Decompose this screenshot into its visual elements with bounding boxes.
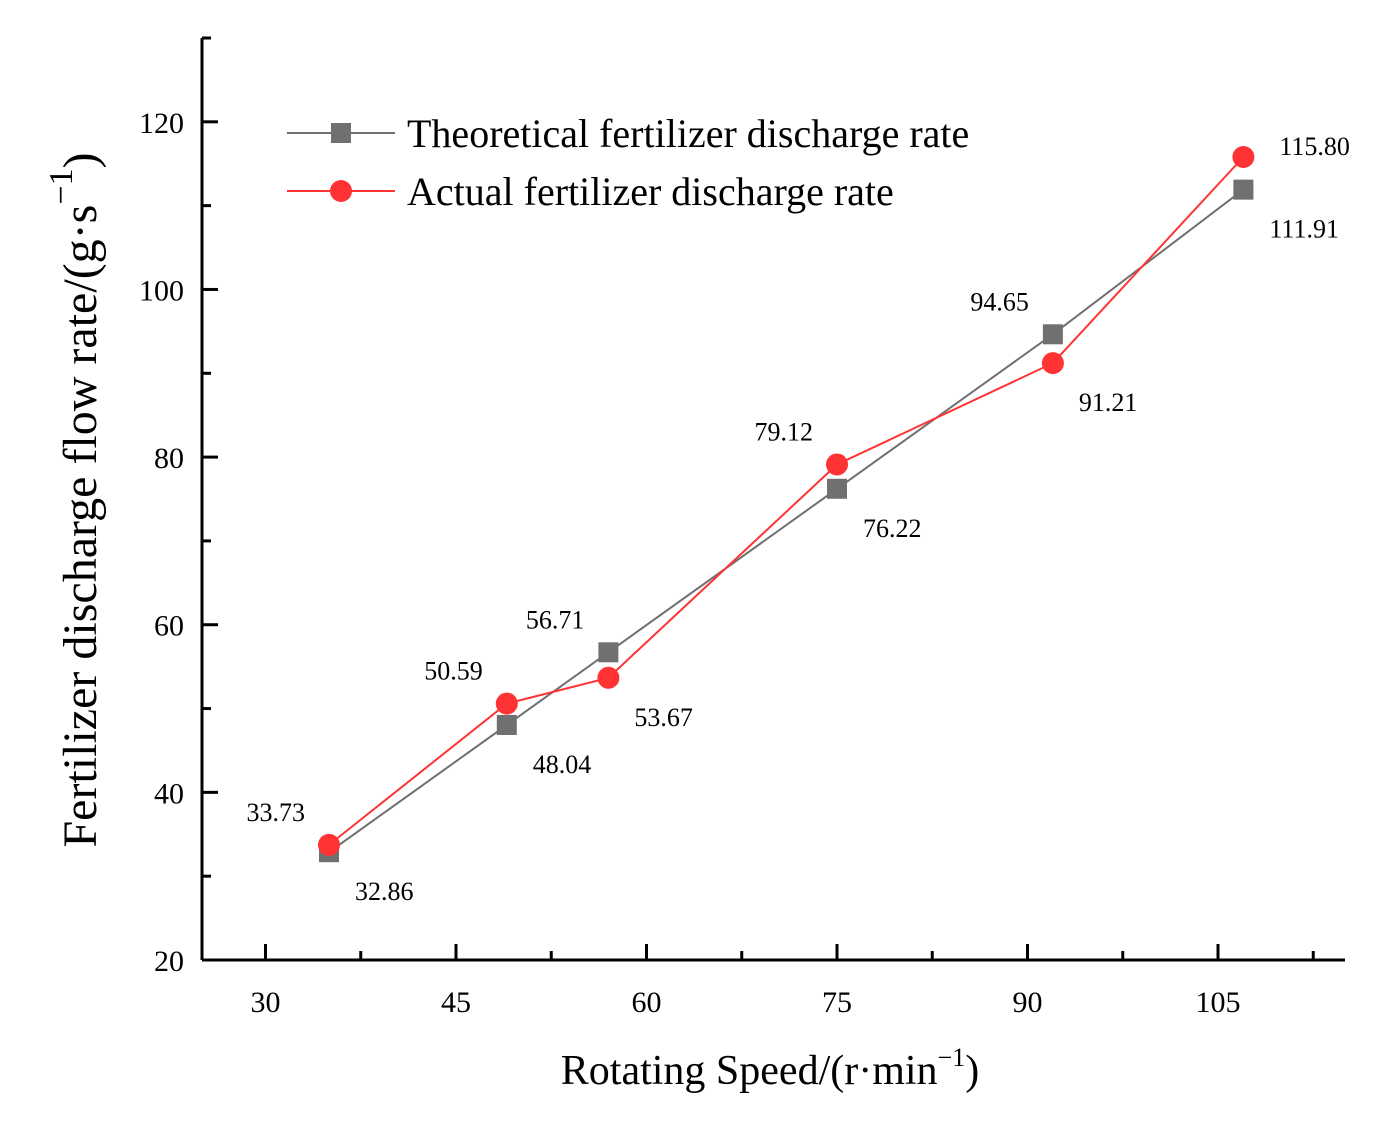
legend-square-marker <box>331 123 351 143</box>
data-point-circle <box>826 453 848 476</box>
data-point-circle <box>597 666 620 689</box>
legend-label: Actual fertilizer discharge rate <box>407 169 894 214</box>
x-tick-label: 60 <box>632 986 662 1019</box>
legend: Theoretical fertilizer discharge rate Act… <box>287 111 969 214</box>
data-point-circle <box>1232 146 1255 169</box>
y-axis-title: Fertilizer discharge flow rate/(g·s−1) <box>43 152 107 847</box>
data-label: 79.12 <box>755 417 814 446</box>
data-point-square <box>1233 179 1254 200</box>
series-line <box>328 156 1245 846</box>
x-tick-label: 105 <box>1196 986 1241 1019</box>
data-point-circle <box>495 692 518 715</box>
data-label: 33.73 <box>247 798 306 827</box>
y-tick-label: 20 <box>154 945 184 978</box>
data-label: 94.65 <box>970 287 1029 316</box>
x-tick-label: 30 <box>251 986 281 1019</box>
data-label: 50.59 <box>424 657 483 686</box>
y-tick-label: 120 <box>139 107 184 140</box>
svg-text:Rotating Speed/(r·min−1): Rotating Speed/(r·min−1) <box>561 1043 979 1094</box>
data-label: 53.67 <box>634 703 693 732</box>
series-line <box>328 188 1245 854</box>
data-label: 32.86 <box>355 877 414 906</box>
data-point-square <box>496 714 517 735</box>
y-tick-label: 40 <box>154 777 184 810</box>
data-label: 56.71 <box>526 605 585 634</box>
data-label: 76.22 <box>863 514 922 543</box>
series-lines <box>328 156 1245 854</box>
markers <box>318 146 1255 863</box>
data-labels: 32.86 48.04 56.71 76.22 94.65 111.91 33.73 50.5… <box>247 132 1350 906</box>
y-tick-label: 80 <box>154 442 184 475</box>
data-label: 48.04 <box>533 750 592 779</box>
data-point-circle <box>1041 352 1064 375</box>
data-point-square <box>598 642 619 663</box>
data-point-circle <box>318 833 340 856</box>
data-point-square <box>827 478 847 499</box>
y-tick-label: 60 <box>154 610 184 643</box>
svg-text:Fertilizer discharge flow rate: Fertilizer discharge flow rate/(g·s−1) <box>43 152 107 847</box>
data-label: 91.21 <box>1079 388 1138 417</box>
x-tick-label: 75 <box>822 986 852 1019</box>
legend-circle-marker <box>330 180 352 202</box>
x-axis-title: Rotating Speed/(r·min−1) <box>561 1043 979 1094</box>
x-tick-label: 45 <box>441 986 471 1019</box>
x-tick-label: 90 <box>1013 986 1043 1019</box>
y-tick-label: 100 <box>139 274 184 307</box>
data-point-square <box>1042 324 1063 345</box>
axes: 30 45 60 75 90 105 20 40 60 80 100 120 <box>139 36 1345 1019</box>
legend-label: Theoretical fertilizer discharge rate <box>407 111 969 156</box>
data-label: 111.91 <box>1269 215 1339 244</box>
data-label: 115.80 <box>1279 132 1350 161</box>
